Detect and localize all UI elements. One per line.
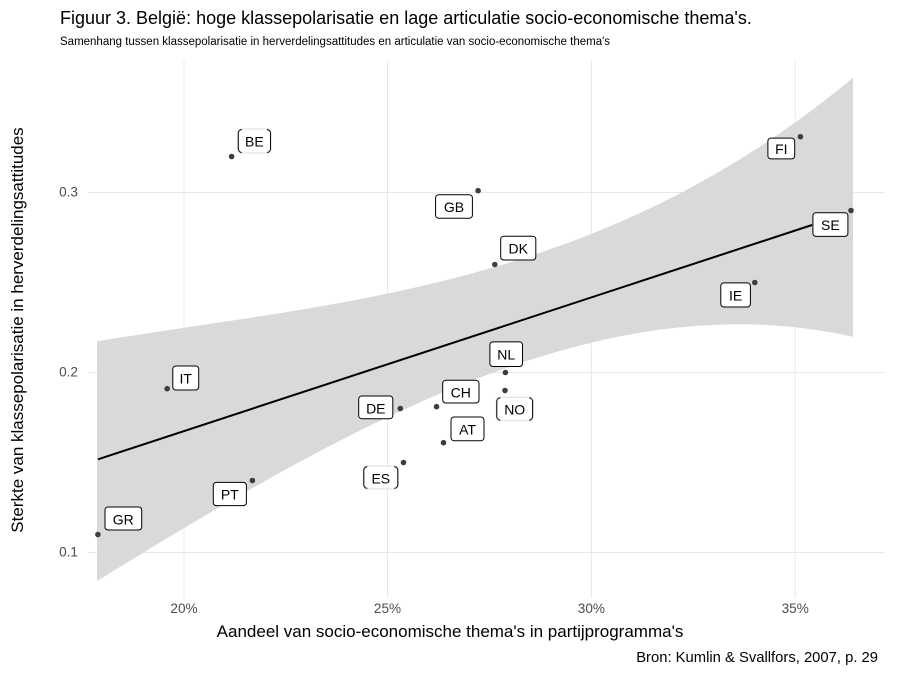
svg-text:FI: FI <box>775 141 787 157</box>
svg-text:BE: BE <box>245 134 264 150</box>
svg-text:GB: GB <box>444 199 464 215</box>
svg-text:0.2: 0.2 <box>59 365 78 380</box>
svg-text:NL: NL <box>497 347 515 363</box>
svg-text:30%: 30% <box>578 601 605 616</box>
svg-text:20%: 20% <box>170 601 197 616</box>
svg-text:AT: AT <box>459 421 476 437</box>
svg-text:25%: 25% <box>374 601 401 616</box>
svg-text:NO: NO <box>504 402 525 418</box>
svg-text:CH: CH <box>451 384 471 400</box>
svg-text:DE: DE <box>366 400 385 416</box>
svg-text:0.3: 0.3 <box>59 185 78 200</box>
svg-text:IE: IE <box>729 287 742 303</box>
svg-text:SE: SE <box>821 217 840 233</box>
svg-text:0.1: 0.1 <box>59 545 78 560</box>
svg-text:GR: GR <box>113 511 134 527</box>
svg-text:PT: PT <box>221 487 239 503</box>
svg-text:DK: DK <box>508 241 528 257</box>
svg-text:ES: ES <box>371 470 390 486</box>
svg-text:35%: 35% <box>782 601 809 616</box>
svg-text:IT: IT <box>179 371 192 387</box>
